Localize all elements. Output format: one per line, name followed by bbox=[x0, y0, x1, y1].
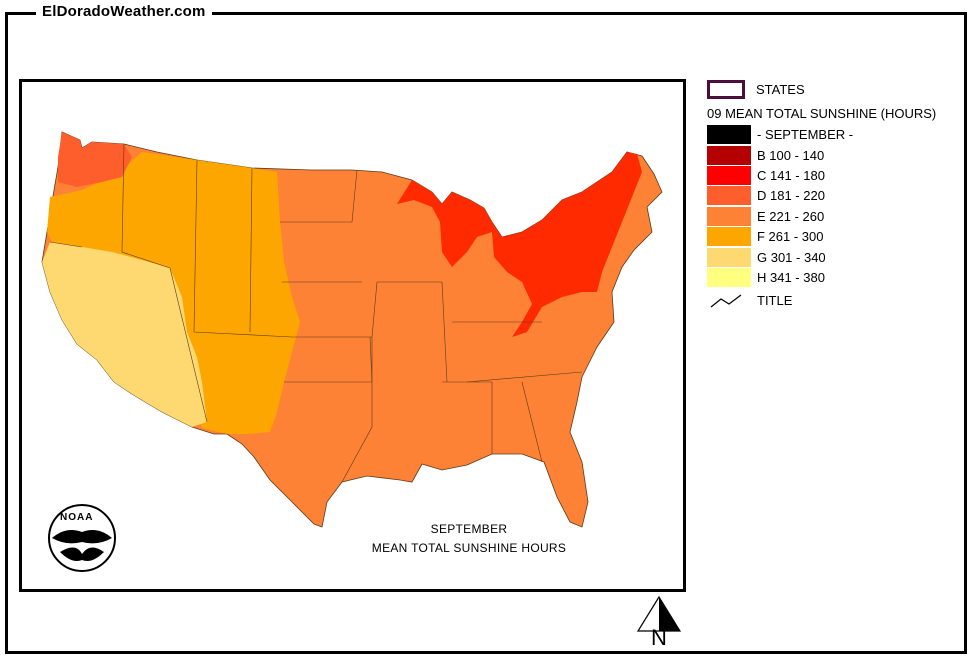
legend-class-row: C 141 - 180 bbox=[707, 166, 825, 185]
legend-swatch bbox=[707, 146, 751, 165]
state-boundaries bbox=[49, 143, 583, 483]
legend-swatch bbox=[707, 125, 751, 144]
legend-swatch bbox=[707, 207, 751, 226]
legend-swatch bbox=[707, 227, 751, 246]
title-line-icon bbox=[710, 294, 742, 307]
north-arrow-icon bbox=[636, 595, 682, 632]
north-arrow: N bbox=[634, 595, 684, 657]
map-caption-month: SEPTEMBER bbox=[430, 522, 508, 536]
region-g-southwest bbox=[42, 242, 207, 427]
map-caption-subject: MEAN TOTAL SUNSHINE HOURS bbox=[371, 541, 567, 555]
legend-swatch bbox=[707, 268, 751, 287]
states-outline-swatch bbox=[707, 80, 745, 99]
region-c-great-lakes bbox=[397, 152, 642, 337]
noaa-logo bbox=[48, 504, 116, 572]
legend-layer-title: 09 MEAN TOTAL SUNSHINE (HOURS) bbox=[707, 106, 937, 121]
legend-states-label: STATES bbox=[756, 82, 805, 97]
legend-class-row: E 221 - 260 bbox=[707, 207, 824, 226]
legend-swatch bbox=[707, 248, 751, 267]
noaa-logo-text: NOAA bbox=[60, 512, 94, 523]
map-frame bbox=[5, 12, 967, 654]
us-sunshine-map bbox=[41, 131, 663, 528]
region-d-pacific-nw bbox=[58, 132, 132, 187]
legend-title-row: TITLE bbox=[707, 291, 792, 310]
legend-title-label: TITLE bbox=[757, 293, 793, 308]
legend-class-row: D 181 - 220 bbox=[707, 186, 825, 205]
legend-swatch bbox=[707, 166, 751, 185]
legend-class-row: G 301 - 340 bbox=[707, 248, 826, 267]
legend-class-row: B 100 - 140 bbox=[707, 146, 824, 165]
legend-class-row: - SEPTEMBER - bbox=[707, 125, 853, 144]
legend-states-row: STATES bbox=[707, 80, 805, 99]
site-title: ElDoradoWeather.com bbox=[36, 3, 212, 20]
legend-class-row: H 341 - 380 bbox=[707, 268, 825, 287]
legend-swatch bbox=[707, 186, 751, 205]
north-arrow-label: N bbox=[651, 625, 667, 650]
map-panel: NOAA SEPTEMBER MEAN TOTAL SUNSHINE HOURS bbox=[19, 79, 686, 592]
legend-class-row: F 261 - 300 bbox=[707, 227, 824, 246]
